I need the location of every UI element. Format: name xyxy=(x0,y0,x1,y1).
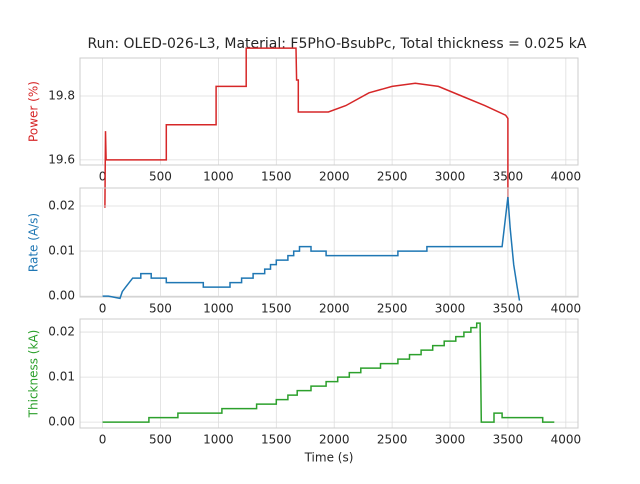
y-tick-label: 0.00 xyxy=(48,415,75,429)
axes-frame xyxy=(79,57,579,166)
y-tick-label: 0.00 xyxy=(48,289,75,303)
x-tick-label: 1500 xyxy=(261,170,292,184)
x-tick-label: 500 xyxy=(149,433,172,447)
y-tick-label: 19.6 xyxy=(48,152,75,166)
x-tick-label: 2000 xyxy=(319,170,350,184)
x-tick-label: 2000 xyxy=(319,302,350,316)
x-tick-label: 4000 xyxy=(551,433,582,447)
y-tick-label: 0.01 xyxy=(48,370,75,384)
x-tick-label: 3000 xyxy=(435,302,466,316)
x-tick-label: 2500 xyxy=(377,433,408,447)
x-tick-label: 1000 xyxy=(203,302,234,316)
x-tick-label: 3000 xyxy=(435,433,466,447)
y-tick-label: 0.02 xyxy=(48,325,75,339)
x-tick-label: 1500 xyxy=(261,302,292,316)
x-tick-label: 1000 xyxy=(203,170,234,184)
x-tick-label: 3500 xyxy=(493,433,524,447)
x-tick-label: 1500 xyxy=(261,433,292,447)
x-tick-label: 4000 xyxy=(551,170,582,184)
axes-frame xyxy=(79,187,579,298)
x-tick-label: 2000 xyxy=(319,433,350,447)
y-tick-label: 0.02 xyxy=(48,199,75,213)
y-tick-label: 19.8 xyxy=(48,89,75,103)
x-tick-label: 500 xyxy=(149,302,172,316)
data-line xyxy=(104,47,509,208)
x-tick-label: 0 xyxy=(99,302,107,316)
data-line xyxy=(102,322,555,423)
x-axis-label: Time (s) xyxy=(304,451,354,465)
axes-frame xyxy=(79,318,579,429)
x-tick-label: 0 xyxy=(99,170,107,184)
chart-title: Run: OLED-026-L3, Material: F5PhO-BsubPc… xyxy=(88,36,587,52)
x-tick-label: 0 xyxy=(99,433,107,447)
x-tick-label: 3000 xyxy=(435,170,466,184)
y-tick-label: 0.01 xyxy=(48,244,75,258)
x-tick-label: 500 xyxy=(149,170,172,184)
x-tick-label: 3500 xyxy=(493,302,524,316)
y-axis-label: Power (%) xyxy=(27,81,41,142)
x-tick-label: 2500 xyxy=(377,302,408,316)
y-axis-label: Thickness (kA) xyxy=(27,330,41,419)
x-tick-label: 2500 xyxy=(377,170,408,184)
x-tick-label: 1000 xyxy=(203,433,234,447)
y-axis-label: Rate (A/s) xyxy=(27,213,41,272)
x-tick-label: 4000 xyxy=(551,302,582,316)
data-line xyxy=(102,196,521,301)
